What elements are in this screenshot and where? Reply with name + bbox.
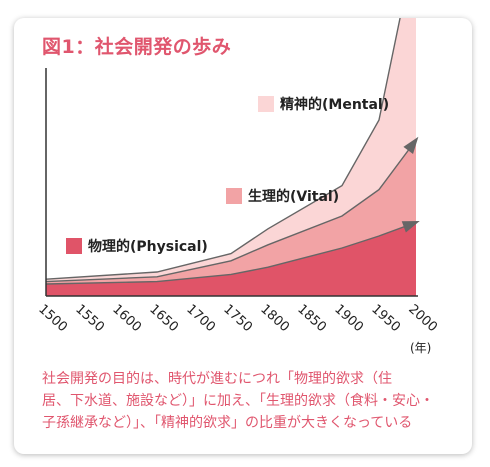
figure-card: 図1：社会開発の歩み 1500 1550 1600 1650 1700 1750 1800 1… — [14, 18, 472, 454]
caption-line: 居、下水道、施設など）」に加え、「生理的欲求（食料・安心・ — [42, 393, 434, 409]
x-unit-label: (年) — [410, 341, 431, 355]
series-line-精神的(Mental) — [45, 18, 401, 280]
x-tick-label: 1550 — [72, 302, 107, 335]
x-tick-label: 1500 — [35, 302, 70, 335]
stacked-area-chart: 1500 1550 1600 1650 1700 1750 1800 1850 1900 1950… — [35, 18, 440, 355]
x-tick-label: 1900 — [331, 302, 366, 335]
legend-label: 精神的(Mental) — [280, 96, 389, 113]
legend-label: 物理的(Physical) — [88, 238, 208, 255]
area-精神的(Mental) — [46, 18, 416, 282]
legend-swatch — [226, 188, 242, 204]
x-tick-label: 1850 — [294, 302, 329, 335]
legend-swatch — [258, 96, 274, 112]
arrowhead — [403, 136, 419, 155]
caption-line: 社会開発の目的は、時代が進むにつれ「物理的欲求（住 — [42, 371, 392, 387]
x-tick-label: 1750 — [220, 302, 255, 335]
x-tick-label: 1650 — [146, 302, 181, 335]
x-tick-label: 1800 — [257, 302, 292, 335]
series-line-物理的(Physical) — [45, 221, 417, 285]
area-生理的(Vital) — [46, 140, 416, 284]
figure-title: 図1：社会開発の歩み — [42, 36, 232, 58]
area-物理的(Physical) — [46, 222, 416, 296]
x-tick-label: 1600 — [109, 302, 144, 335]
x-tick-label: 2000 — [405, 302, 440, 335]
caption-line: 子孫継承など）」、「精神的欲求」の比重が大きくなっている — [42, 415, 413, 431]
x-tick-label: 1700 — [183, 302, 218, 335]
legend-swatch — [66, 238, 82, 254]
figure-caption: 社会開発の目的は、時代が進むにつれ「物理的欲求（住 居、下水道、施設など）」に加… — [42, 368, 448, 434]
x-tick-label: 1950 — [368, 302, 403, 335]
series-line-生理的(Vital) — [45, 139, 417, 283]
arrowhead — [401, 221, 420, 233]
legend-label: 生理的(Vital) — [248, 188, 339, 205]
